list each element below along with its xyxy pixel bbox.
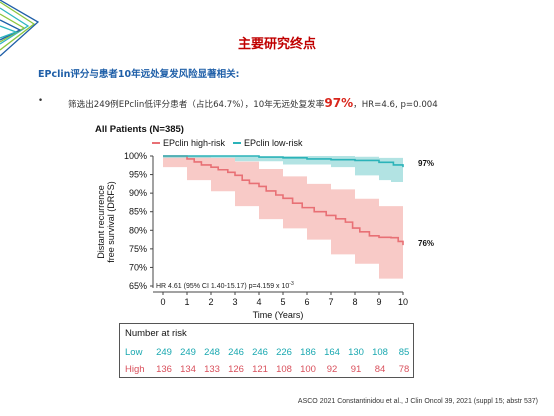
km-chart: All Patients (N=385) EPclin high-risk EP… bbox=[95, 124, 434, 320]
x-axis-label: Time (Years) bbox=[253, 310, 304, 320]
bullet-text: 筛选出249例EPclin低评分患者（占比64.7%），10年无远处复发率97%… bbox=[68, 96, 438, 110]
risk-value-low: 246 bbox=[252, 347, 268, 358]
series-line-high bbox=[163, 155, 404, 246]
risk-value-high: 78 bbox=[398, 364, 410, 375]
legend: EPclin high-risk EPclin low-risk bbox=[152, 138, 303, 148]
hr-annotation-text: HR 4.61 (95% CI 1.40-15.17) p=4.159 x 10 bbox=[156, 283, 289, 290]
end-label-low: 97% bbox=[418, 159, 434, 168]
y-tick-label: 65% bbox=[129, 281, 147, 291]
risk-value-low: 248 bbox=[204, 347, 220, 358]
bullet-highlight: 97% bbox=[324, 96, 354, 110]
risk-value-high: 121 bbox=[252, 364, 268, 375]
x-tick-label: 10 bbox=[398, 297, 408, 307]
risk-value-low: 85 bbox=[398, 347, 410, 358]
risk-value-high: 84 bbox=[374, 364, 386, 375]
bullet-text-pre: 筛选出249例EPclin低评分患者（占比64.7%），10年无远处复发率 bbox=[68, 100, 325, 110]
x-tick-label: 4 bbox=[256, 297, 261, 307]
risk-value-high: 126 bbox=[228, 364, 244, 375]
risk-value-low: 249 bbox=[180, 347, 196, 358]
risk-row-label-high: High bbox=[125, 364, 145, 375]
y-tick-label: 85% bbox=[129, 207, 147, 217]
risk-value-high: 91 bbox=[350, 364, 362, 375]
x-tick-label: 7 bbox=[328, 297, 333, 307]
ci-band-low bbox=[163, 156, 403, 182]
citation-footer: ASCO 2021 Constantinidou et al., J Clin … bbox=[297, 398, 538, 405]
y-axis-label-line2: free survival (DRFS) bbox=[106, 181, 116, 263]
x-tick-label: 2 bbox=[208, 297, 213, 307]
risk-value-high: 134 bbox=[180, 364, 196, 375]
x-tick-label: 8 bbox=[352, 297, 357, 307]
risk-value-low: 130 bbox=[348, 347, 364, 358]
y-axis-label-line1: Distant recurrence bbox=[96, 185, 106, 259]
y-tick-label: 100% bbox=[124, 151, 147, 161]
series-line-low bbox=[163, 155, 404, 168]
risk-value-high: 136 bbox=[156, 364, 172, 375]
x-tick-label: 6 bbox=[304, 297, 309, 307]
hr-annotation-exponent: -3 bbox=[289, 281, 294, 287]
risk-value-low: 186 bbox=[300, 347, 316, 358]
risk-value-high: 100 bbox=[300, 364, 316, 375]
x-tick-label: 9 bbox=[376, 297, 381, 307]
risk-value-low: 249 bbox=[156, 347, 172, 358]
risk-value-high: 133 bbox=[204, 364, 220, 375]
corner-decoration bbox=[0, 0, 40, 57]
y-tick-label: 80% bbox=[129, 225, 147, 235]
slide-title: 主要研究终点 bbox=[237, 37, 316, 52]
legend-label-high: EPclin high-risk bbox=[163, 138, 226, 148]
risk-row-label-low: Low bbox=[125, 347, 143, 358]
risk-table-header: Number at risk bbox=[125, 328, 187, 339]
y-tick-label: 95% bbox=[129, 170, 147, 180]
hr-annotation: HR 4.61 (95% CI 1.40-15.17) p=4.159 x 10… bbox=[156, 281, 294, 290]
risk-table: Number at risk Low 249 249 248 246 246 226 186… bbox=[119, 323, 414, 378]
slide-subtitle: EPclin评分与患者10年远处复发风险显著相关: bbox=[38, 69, 240, 80]
risk-value-high: 92 bbox=[326, 364, 338, 375]
legend-label-low: EPclin low-risk bbox=[244, 138, 303, 148]
y-tick-label: 90% bbox=[129, 188, 147, 198]
bullet-marker: • bbox=[38, 96, 44, 106]
x-tick-label: 5 bbox=[280, 297, 285, 307]
y-tick-label: 70% bbox=[129, 262, 147, 272]
x-tick-label: 1 bbox=[184, 297, 189, 307]
x-tick-label: 0 bbox=[160, 297, 165, 307]
y-tick-label: 75% bbox=[129, 244, 147, 254]
risk-value-low: 226 bbox=[276, 347, 292, 358]
bullet-text-post: ，HR=4.6, p=0.004 bbox=[353, 100, 438, 110]
ci-band-high bbox=[163, 156, 403, 279]
risk-value-high: 108 bbox=[276, 364, 292, 375]
risk-value-low: 246 bbox=[228, 347, 244, 358]
end-label-high: 76% bbox=[418, 239, 434, 248]
chart-title: All Patients (N=385) bbox=[95, 124, 184, 135]
risk-value-low: 164 bbox=[324, 347, 340, 358]
y-axis-label: Distant recurrence free survival (DRFS) bbox=[96, 181, 116, 263]
risk-value-low: 108 bbox=[372, 347, 388, 358]
x-tick-label: 3 bbox=[232, 297, 237, 307]
